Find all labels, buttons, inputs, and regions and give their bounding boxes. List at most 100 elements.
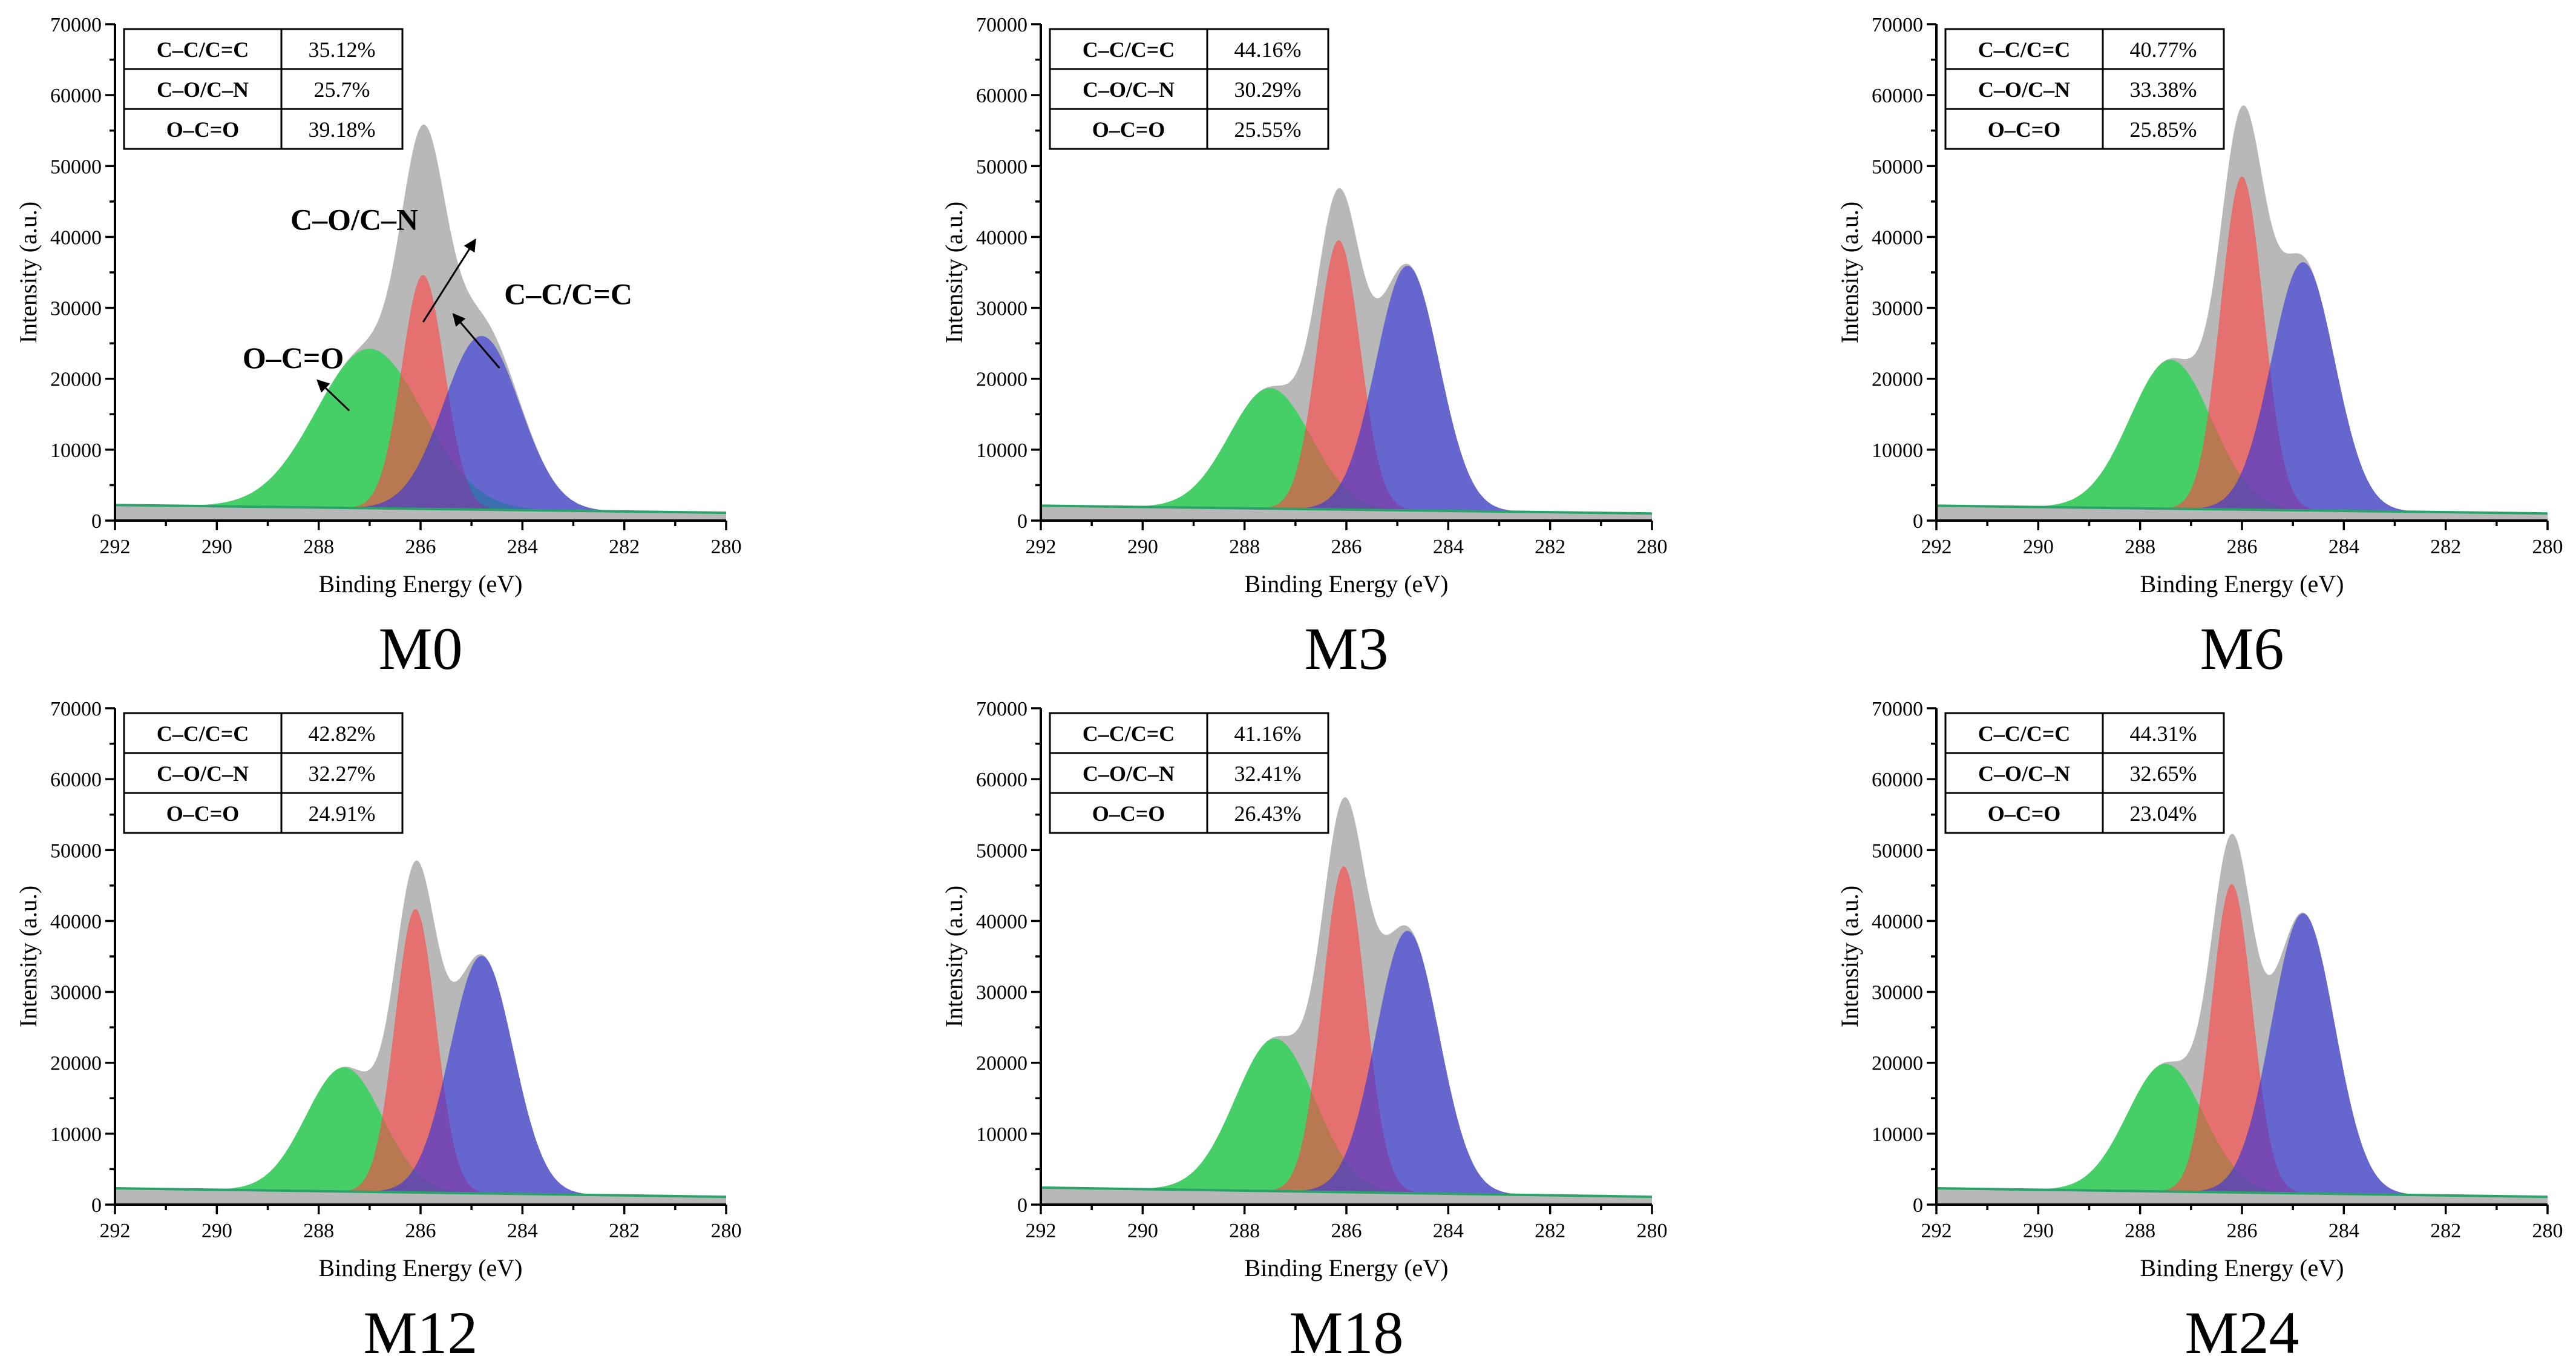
y-tick-label: 40000 [976,226,1027,249]
x-axis-title: Binding Energy (eV) [2140,1254,2344,1281]
sample-label: M18 [1290,1299,1404,1362]
x-tick-label: 292 [100,1220,131,1242]
composition-table: C–C/C=C 44.16% C–O/C–N 30.29% O–C=O 25.55% [1049,28,1329,150]
y-tick-label: 50000 [1872,156,1923,178]
x-tick-label: 286 [2227,1220,2258,1242]
table-cell-label [1049,28,1208,70]
table-cell-value [280,712,404,754]
x-axis-title: Binding Energy (eV) [319,1254,523,1281]
background-line [115,504,726,515]
x-tick-label: 280 [711,1220,742,1242]
table-label: O–C=O [1988,117,2061,142]
x-tick-label: 292 [100,536,131,558]
x-tick-label: 290 [202,1220,232,1242]
x-tick-label: 286 [405,536,436,558]
table-cell-value [1206,752,1329,794]
table-cell-label [123,792,283,834]
y-tick-label: 10000 [1872,1123,1923,1146]
table-label: C–O/C–N [1978,762,2070,786]
table-cell-label [1944,28,2104,70]
plot-area [1936,105,2548,521]
y-tick-label: 40000 [1872,226,1923,249]
x-tick-label: 290 [1127,1220,1158,1242]
x-tick-label: 288 [303,536,334,558]
y-tick-label: 60000 [976,85,1027,107]
x-tick-label: 292 [1026,1220,1057,1242]
y-tick-label: 70000 [1872,14,1923,36]
x-tick-label: 284 [2329,1220,2359,1242]
table-value: 32.41% [1234,762,1302,786]
y-tick-label: 30000 [50,298,102,320]
sample-label: M12 [364,1299,478,1362]
y-tick-label: 50000 [50,840,102,862]
table-value: 44.31% [2130,722,2197,746]
plot-area [1936,834,2548,1205]
x-tick-label: 292 [1921,1220,1952,1242]
plot-area [1041,797,1652,1205]
x-tick-label: 282 [609,536,640,558]
y-axis-title: Intensity (a.u.) [1836,202,1863,343]
y-tick-label: 60000 [1872,85,1923,107]
y-tick-label: 40000 [1872,910,1923,933]
table-cell-value [280,108,404,150]
x-tick-label: 282 [2430,1220,2461,1242]
y-tick-label: 50000 [50,156,102,178]
y-tick-label: 10000 [976,439,1027,462]
y-tick-label: 30000 [1872,982,1923,1004]
sample-label: M0 [379,615,463,682]
x-tick-label: 286 [2227,536,2258,558]
table-value: 44.16% [1234,38,1302,62]
composition-table: C–C/C=C 40.77% C–O/C–N 33.38% O–C=O 25.85% [1944,28,2225,150]
y-tick-label: 10000 [50,1123,102,1146]
y-tick-label: 10000 [976,1123,1027,1146]
chart-svg: 292 290 288 286 284 282 280 0 10000 20000 30000 400… [1836,14,2563,682]
background-line [1041,1186,1652,1199]
table-label: C–C/C=C [157,722,249,746]
peak-area-1 [1041,240,1652,514]
x-tick-label: 282 [1535,1220,1565,1242]
y-tick-label: 70000 [50,698,102,720]
x-tick-label: 288 [2125,536,2155,558]
y-tick-label: 20000 [1872,369,1923,391]
table-cell-label [1049,792,1208,834]
x-tick-label: 280 [711,536,742,558]
y-tick-label: 50000 [976,156,1027,178]
y-axis-title: Intensity (a.u.) [1836,886,1863,1027]
peak-annotation: O–C=O [243,341,344,375]
table-cell-label [1049,752,1208,794]
x-tick-label: 280 [1637,1220,1668,1242]
chart-panel-m6: 292 290 288 286 284 282 280 0 10000 20000 30000 400… [1821,0,2576,682]
table-label: C–C/C=C [1978,38,2071,62]
y-axis-title: Intensity (a.u.) [940,886,968,1027]
table-value: 23.04% [2130,801,2197,826]
y-tick-label: 50000 [1872,840,1923,862]
x-tick-label: 286 [405,1220,436,1242]
table-value: 32.27% [309,762,376,786]
plot-area [1041,188,1652,521]
y-tick-label: 0 [91,510,102,533]
x-axis-title: Binding Energy (eV) [319,570,523,597]
chart-panel-m12: 292 290 288 286 284 282 280 0 10000 20000 30000 400… [0,684,859,1362]
chart-panel-m0: 292 290 288 286 284 282 280 0 10000 20000 30000 400… [0,0,859,682]
x-tick-label: 290 [202,536,232,558]
sample-label: M3 [1305,615,1389,682]
table-cell-value [1206,108,1329,150]
y-tick-label: 20000 [1872,1053,1923,1075]
x-tick-label: 288 [1229,536,1260,558]
sample-label: M6 [2200,615,2284,682]
y-tick-label: 50000 [976,840,1027,862]
table-value: 32.65% [2130,762,2197,786]
x-tick-label: 284 [507,536,538,558]
table-label: C–C/C=C [1083,38,1175,62]
x-tick-label: 288 [1229,1220,1260,1242]
table-label: O–C=O [1092,801,1165,826]
x-tick-label: 290 [1127,536,1158,558]
table-value: 39.18% [309,117,376,142]
annotation-arrow [452,313,500,369]
x-tick-label: 286 [1331,536,1362,558]
peak-area-1 [1936,884,2548,1197]
peak-area-1 [115,909,726,1197]
table-value: 25.55% [1234,117,1302,142]
table-label: C–O/C–N [1978,77,2070,102]
x-tick-label: 286 [1331,1220,1362,1242]
